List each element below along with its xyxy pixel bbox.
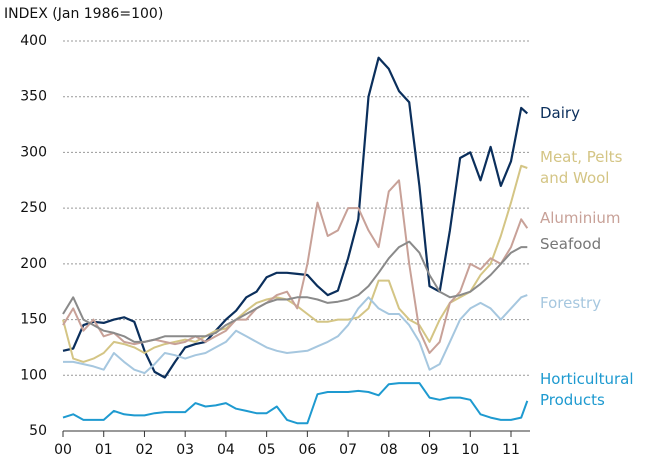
x-tick-label: 10 [461, 442, 479, 458]
y-tick-label: 150 [20, 312, 47, 328]
legend-label: Forestry [540, 294, 602, 312]
x-tick-label: 06 [298, 442, 316, 458]
series-line [62, 56, 529, 379]
legend-label: Seafood [540, 235, 602, 253]
y-tick-label: 50 [29, 423, 47, 439]
x-tick-label: 11 [502, 442, 520, 458]
legend-label: Meat, Pelts and Wool [540, 148, 623, 187]
x-tick-label: 07 [339, 442, 357, 458]
y-tick-label: 100 [20, 367, 47, 383]
series-line [62, 240, 528, 343]
legend-label: Dairy [540, 104, 580, 122]
y-axis-title: INDEX (Jan 1986=100) [4, 6, 163, 22]
x-tick-label: 00 [54, 442, 72, 458]
y-tick-label: 250 [20, 200, 47, 216]
x-tick-label: 09 [421, 442, 439, 458]
x-tick-label: 01 [95, 442, 113, 458]
x-tick-label: 04 [217, 442, 235, 458]
y-tick-label: 400 [20, 33, 47, 49]
x-tick-label: 08 [380, 442, 398, 458]
y-tick-label: 350 [20, 89, 47, 105]
y-tick-label: 300 [20, 144, 47, 160]
x-tick-label: 02 [136, 442, 154, 458]
legend-label: Horticultural Products [540, 370, 634, 409]
series-line [63, 294, 528, 375]
y-tick-label: 200 [20, 256, 47, 272]
series-line [62, 382, 529, 425]
x-tick-label: 05 [258, 442, 276, 458]
legend-label: Aluminium [540, 209, 621, 227]
x-tick-label: 03 [176, 442, 194, 458]
